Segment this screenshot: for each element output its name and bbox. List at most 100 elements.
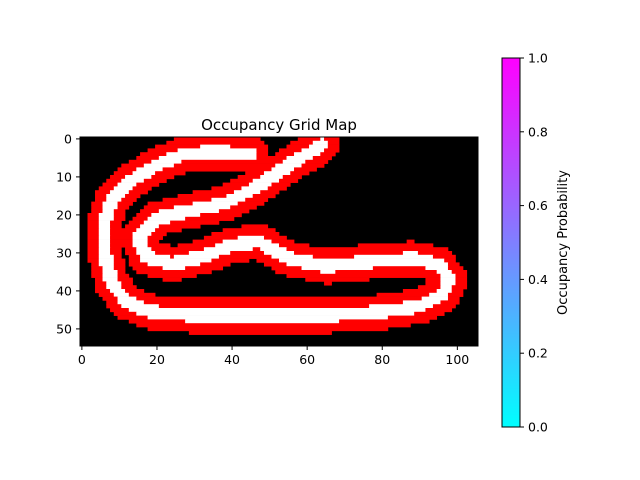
occupied-cell-run	[95, 190, 111, 195]
occupied-cell-run	[324, 281, 332, 286]
occupied-cell-run	[312, 254, 355, 259]
occupied-cell-run	[158, 304, 370, 309]
occupied-cell-run	[339, 319, 430, 324]
occupied-cell-run	[136, 296, 423, 301]
occupied-cell-run	[252, 247, 261, 252]
free-cell-run	[147, 262, 201, 267]
colorbar-gradient	[501, 57, 521, 428]
occupied-cell-run	[128, 292, 156, 297]
occupied-cell-run	[200, 262, 231, 267]
occupied-cell-run	[113, 171, 133, 176]
free-cell-run	[369, 304, 434, 309]
occupied-cell-run	[290, 171, 310, 176]
free-cell-run	[106, 285, 122, 290]
free-cell-run	[294, 152, 321, 157]
occupied-cell-run	[95, 277, 103, 282]
occupied-cell-run	[440, 300, 460, 305]
occupied-cell-run	[91, 209, 103, 214]
occupied-cell-run	[132, 266, 163, 271]
occupied-cell-run	[125, 194, 141, 199]
y-axis: 0 10 20 30 40 50	[56, 131, 80, 336]
occupied-cell-run	[132, 216, 148, 221]
occupied-cell-run	[147, 239, 160, 244]
free-cell-run	[429, 292, 449, 297]
occupied-cell-run	[455, 273, 468, 278]
occupied-cell-run	[324, 137, 340, 142]
occupied-cell-run	[200, 213, 242, 218]
free-cell-run	[98, 262, 115, 267]
occupied-cell-run	[203, 235, 239, 240]
free-cell-run	[140, 254, 171, 259]
free-cell-run	[252, 178, 280, 183]
occupied-cell-run	[260, 190, 280, 195]
occupied-cell-run	[279, 243, 310, 248]
occupied-cell-run	[110, 232, 133, 237]
occupied-cell-run	[181, 159, 284, 164]
free-cell-run	[354, 254, 434, 259]
occupied-cell-run	[286, 247, 449, 252]
occupied-cell-run	[113, 209, 126, 214]
occupied-cell-run	[113, 258, 126, 263]
free-cell-run	[117, 182, 137, 187]
occupied-cell-run	[173, 137, 261, 142]
occupied-cell-run	[417, 285, 441, 290]
free-cell-run	[312, 140, 329, 145]
free-cell-run	[211, 197, 246, 202]
occupied-cell-run	[143, 300, 404, 305]
occupied-cell-run	[447, 292, 464, 297]
occupied-cell-run	[110, 235, 133, 240]
free-cell-run	[132, 171, 156, 176]
free-cell-run	[132, 232, 152, 237]
free-cell-run	[188, 251, 231, 256]
occupied-cell-run	[432, 304, 456, 309]
free-cell-run	[136, 167, 163, 172]
occupied-cell-run	[91, 270, 103, 275]
occupied-cell-run	[91, 205, 103, 210]
occupied-cell-run	[95, 281, 107, 286]
free-cell-run	[113, 292, 130, 297]
free-cell-run	[301, 266, 374, 271]
occupied-cell-run	[185, 266, 224, 271]
occupied-cell-run	[147, 201, 193, 206]
occupied-cell-run	[327, 140, 340, 145]
occupied-cell-run	[113, 262, 126, 267]
occupied-cell-run	[98, 292, 115, 297]
occupied-cell-run	[245, 197, 269, 202]
occupied-cell-run	[320, 152, 336, 157]
occupied-cell-run	[110, 308, 130, 313]
occupied-cell-run	[279, 178, 299, 183]
occupied-cell-run	[286, 273, 441, 278]
free-cell-run	[177, 148, 257, 153]
free-cell-run	[402, 251, 419, 256]
occupied-cell-run	[87, 213, 100, 218]
free-cell-run	[102, 209, 115, 214]
free-cell-run	[102, 201, 118, 206]
occupied-cell-run	[95, 194, 107, 199]
free-cell-run	[98, 251, 111, 256]
occupied-cell-run	[91, 201, 103, 206]
free-cell-run	[203, 247, 254, 252]
occupied-cell-run	[256, 258, 280, 263]
free-cell-run	[151, 159, 182, 164]
free-cell-run	[286, 262, 449, 267]
y-tick-label: 30	[56, 245, 72, 260]
y-tick-label: 50	[56, 321, 72, 336]
occupied-cell-run	[136, 270, 212, 275]
occupied-cell-run	[155, 251, 190, 256]
occupied-cell-run	[147, 327, 389, 332]
free-cell-run	[301, 148, 325, 153]
occupied-cell-run	[222, 182, 250, 187]
occupied-cell-run	[125, 251, 137, 256]
occupied-cell-run	[312, 156, 332, 161]
occupied-cell-run	[95, 285, 107, 290]
occupied-cell-run	[241, 224, 269, 229]
occupied-cell-run	[305, 277, 370, 282]
occupied-cell-run	[140, 209, 160, 214]
free-cell-run	[158, 209, 220, 214]
free-cell-run	[143, 163, 175, 168]
occupied-cell-run	[406, 239, 415, 244]
occupied-cell-run	[230, 178, 254, 183]
free-cell-run	[436, 289, 453, 294]
free-cell-run	[320, 137, 325, 142]
colorbar-tick-label: 0.8	[528, 124, 548, 139]
